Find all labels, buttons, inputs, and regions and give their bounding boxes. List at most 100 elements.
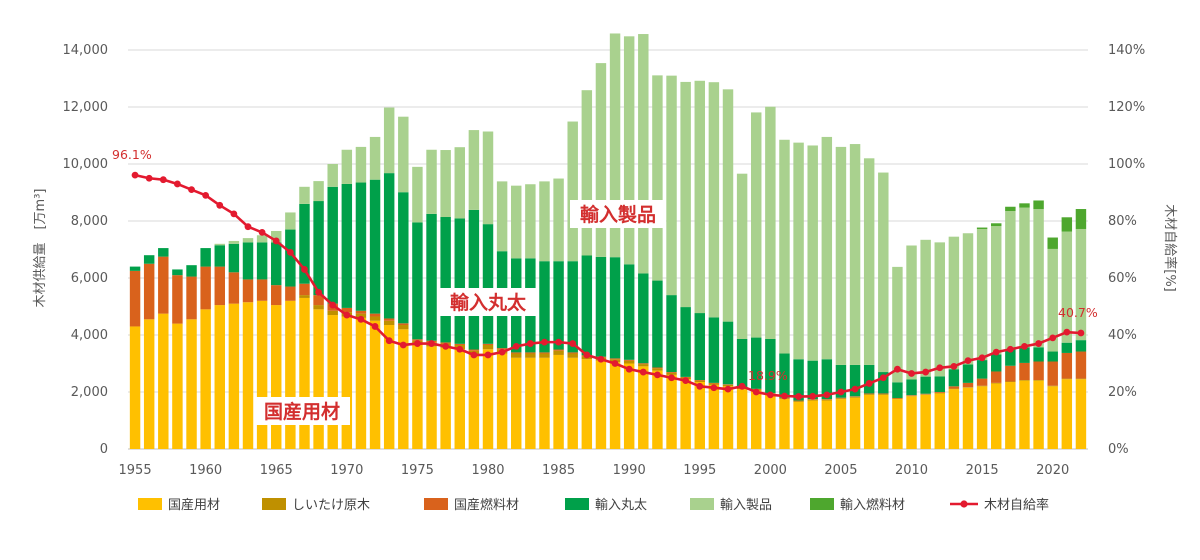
bar-segment-4 <box>398 116 409 193</box>
bar-segment-4 <box>623 36 635 265</box>
bar-segment-0 <box>398 329 409 449</box>
bar-segment-0 <box>652 370 663 450</box>
bar-segment-4 <box>863 158 875 365</box>
rate-point <box>555 338 562 346</box>
bar-segment-4 <box>539 181 550 262</box>
bar-segment-3 <box>793 359 804 401</box>
bar-segment-0 <box>948 389 960 449</box>
bar-segment-0 <box>892 399 903 450</box>
bar-segment-3 <box>991 354 1002 372</box>
bar-segment-4 <box>751 112 762 338</box>
bar-segment-1 <box>991 382 1002 384</box>
annot-rate-start: 96.1% <box>112 147 152 162</box>
bar-segment-2 <box>920 393 931 395</box>
bar-segment-4 <box>666 75 677 296</box>
bar-segment-2 <box>722 384 734 385</box>
bar-segment-1 <box>1075 378 1087 380</box>
bar-segment-1 <box>962 387 974 388</box>
bar-segment-2 <box>313 295 324 306</box>
bar-segment-3 <box>143 255 155 264</box>
bar-segment-4 <box>355 146 367 183</box>
x-tick-label: 2000 <box>754 463 787 478</box>
rate-point <box>625 365 633 373</box>
rate-point <box>823 391 831 399</box>
bar-segment-0 <box>1033 380 1044 449</box>
bar-segment-4 <box>807 145 818 361</box>
bar-segment-3 <box>398 192 409 324</box>
bar-segment-4 <box>426 149 437 214</box>
bar-segment-4 <box>256 235 268 243</box>
bar-segment-3 <box>680 307 691 377</box>
rate-point <box>752 388 760 396</box>
annot-rate-min: 18.9% <box>748 368 788 383</box>
rate-point <box>244 223 252 231</box>
x-tick-label: 1960 <box>189 463 222 478</box>
bar-segment-1 <box>383 320 395 326</box>
bar-segment-0 <box>793 401 804 449</box>
rate-point <box>865 380 873 387</box>
legend-marker <box>960 500 968 508</box>
bar-segment-0 <box>285 300 296 449</box>
bar-segment-0 <box>581 359 593 449</box>
legend-item: 木材自給率 <box>950 497 1049 513</box>
rate-point <box>428 340 435 347</box>
bar-segment-2 <box>341 307 353 313</box>
bar-segment-2 <box>609 358 621 360</box>
bar-segment-2 <box>285 286 296 301</box>
bar-segment-0 <box>496 353 508 449</box>
bar-segment-2 <box>892 397 903 399</box>
bar-segment-5 <box>1047 237 1058 249</box>
bar-segment-0 <box>878 394 889 449</box>
bar-segment-2 <box>1005 365 1016 382</box>
bar-segment-3 <box>1075 340 1087 352</box>
bar-segment-2 <box>496 348 508 350</box>
bar-segment-1 <box>863 394 875 395</box>
bar-segment-3 <box>751 337 762 389</box>
rate-point <box>286 248 294 256</box>
bar-segment-2 <box>1075 351 1087 379</box>
bar-segment-1 <box>821 399 833 401</box>
bar-segment-1 <box>666 372 677 375</box>
bar-segment-0 <box>623 363 635 449</box>
bar-segment-3 <box>694 313 705 381</box>
bar-segment-0 <box>468 354 480 449</box>
bar-segment-1 <box>623 360 635 364</box>
bar-segment-4 <box>793 142 804 360</box>
rate-point <box>301 266 308 273</box>
bar-segment-2 <box>242 279 254 303</box>
bar-segment-4 <box>482 131 494 225</box>
legend-label: 輸入丸太 <box>595 498 647 513</box>
bar-segment-4 <box>991 226 1002 355</box>
rate-point <box>950 362 958 370</box>
annot-domestic-lumber-box: 国産用材 <box>254 397 350 425</box>
bar-segment-0 <box>1005 382 1016 449</box>
bar-segment-0 <box>751 390 762 449</box>
rate-point <box>1049 334 1057 342</box>
rate-point <box>1035 340 1042 347</box>
bar-segment-4 <box>525 184 536 259</box>
bar-segment-5 <box>1005 206 1016 212</box>
bar-segment-0 <box>143 319 155 449</box>
legend-label: しいたけ原木 <box>292 498 370 513</box>
bar-segment-4 <box>892 266 903 383</box>
rate-point <box>964 357 972 365</box>
bar-segment-0 <box>666 374 677 449</box>
bar-segment-2 <box>652 367 663 369</box>
rate-point <box>936 364 944 372</box>
rate-point <box>710 384 718 392</box>
rate-point <box>738 382 746 390</box>
y-right-tick-label: 120% <box>1108 100 1145 115</box>
bar-segment-0 <box>1061 379 1073 449</box>
bar-segment-3 <box>821 359 833 400</box>
bar-segment-2 <box>863 393 875 394</box>
bar-segment-4 <box>1019 207 1030 348</box>
x-tick-label: 1955 <box>119 463 152 478</box>
bar-segment-0 <box>1047 386 1058 449</box>
bar-segment-1 <box>920 394 931 395</box>
bar-segment-4 <box>1061 231 1073 343</box>
bar-segment-1 <box>511 353 522 358</box>
bar-segment-1 <box>976 385 988 387</box>
bar-segment-2 <box>200 266 211 310</box>
bar-segment-3 <box>454 218 465 344</box>
